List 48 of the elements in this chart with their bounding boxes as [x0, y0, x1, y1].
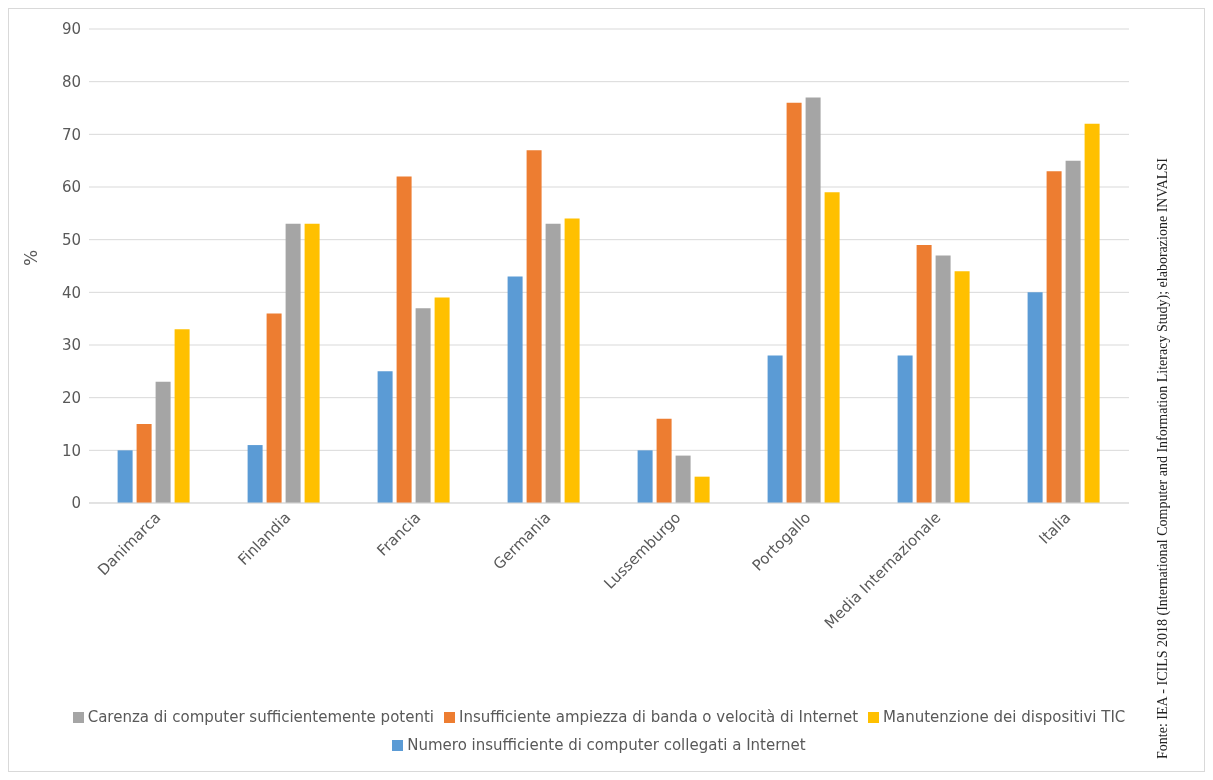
- legend-label: Carenza di computer sufficientemente potenti: [87, 708, 434, 726]
- bar: [656, 418, 672, 503]
- legend-label: Manutenzione dei dispositivi TIC: [883, 708, 1126, 726]
- bar: [174, 329, 190, 503]
- bar: [935, 255, 951, 503]
- bar: [694, 476, 710, 503]
- source-note: Fonte: IEA - ICILS 2018 (International Computer and Information Literacy Study); elaborazione INVALSI: [1154, 157, 1171, 759]
- y-tick-label: 10: [61, 441, 81, 460]
- bar: [136, 424, 152, 503]
- bar: [1027, 292, 1043, 503]
- y-tick-label: 0: [71, 494, 81, 513]
- y-tick-label: 60: [61, 178, 81, 197]
- bar: [117, 450, 133, 503]
- bar: [396, 176, 412, 503]
- bar: [675, 455, 691, 503]
- bar: [247, 445, 263, 503]
- y-axis-title: %: [21, 249, 42, 266]
- bar: [285, 223, 301, 503]
- bar: [637, 450, 653, 503]
- bar: [805, 97, 821, 503]
- bar: [824, 192, 840, 503]
- y-tick-label: 90: [61, 20, 81, 39]
- bar: [1046, 171, 1062, 503]
- bar: [767, 355, 783, 503]
- legend-label: Insufficiente ampiezza di banda o velocità di Internet: [458, 708, 859, 726]
- bar: [155, 381, 171, 503]
- bar: [526, 150, 542, 503]
- bar: [954, 271, 970, 503]
- y-tick-label: 40: [61, 283, 81, 302]
- y-tick-label: 50: [61, 230, 81, 249]
- bar: [545, 223, 561, 503]
- bar: [266, 313, 282, 503]
- bar: [1065, 160, 1081, 503]
- bar: [916, 244, 932, 503]
- bar: [377, 371, 393, 503]
- bar: [564, 218, 580, 503]
- bar: [1084, 123, 1100, 503]
- y-tick-label: 70: [61, 125, 81, 144]
- legend-label: Numero insufficiente di computer collegati a Internet: [407, 736, 806, 754]
- bar: [507, 276, 523, 503]
- bar: [897, 355, 913, 503]
- bar: [304, 223, 320, 503]
- bar: [434, 297, 450, 503]
- y-tick-label: 80: [61, 72, 81, 91]
- y-tick-label: 20: [61, 388, 81, 407]
- bar: [786, 102, 802, 503]
- bar: [415, 308, 431, 503]
- y-tick-label: 30: [61, 336, 81, 355]
